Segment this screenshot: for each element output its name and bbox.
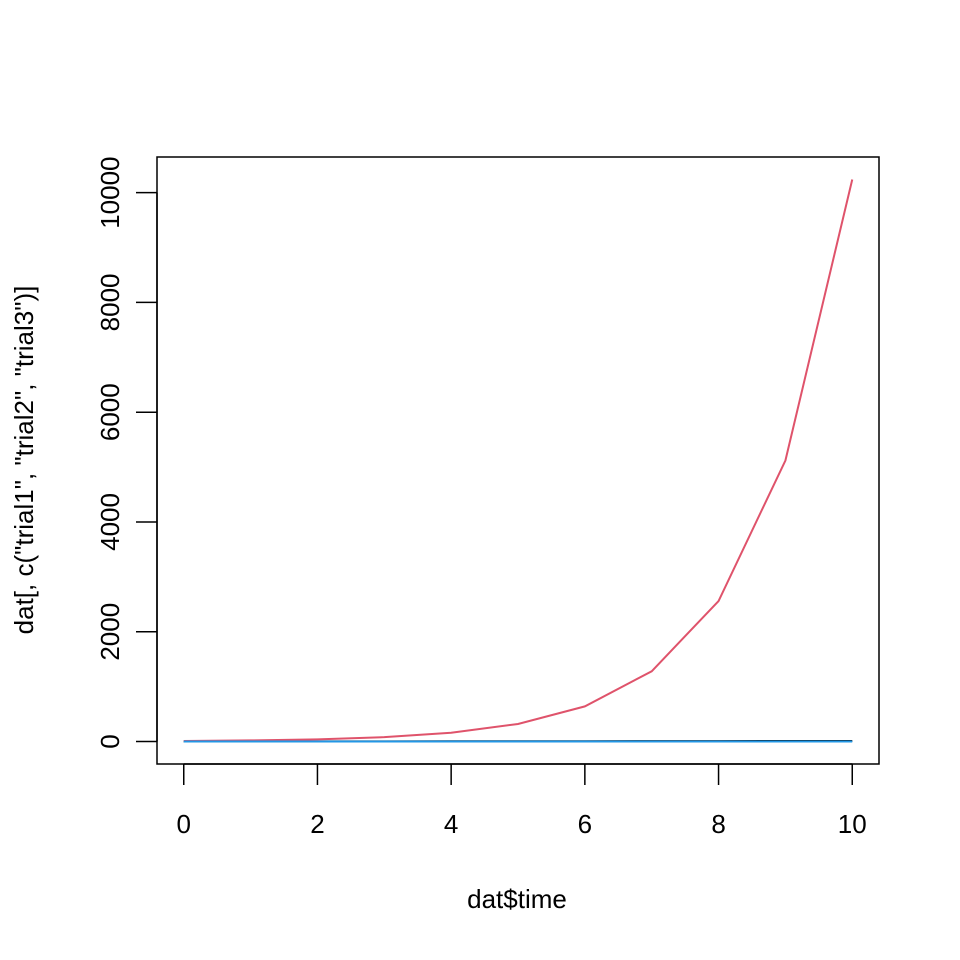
x-tick-label: 10 bbox=[838, 809, 867, 839]
y-tick-label: 2000 bbox=[95, 603, 125, 661]
y-tick-label: 4000 bbox=[95, 493, 125, 551]
y-axis-label: dat[, c("trial1", "trial2", "trial3")] bbox=[9, 286, 39, 635]
x-tick-label: 4 bbox=[444, 809, 458, 839]
plot-box bbox=[156, 156, 880, 765]
y-tick-label: 6000 bbox=[95, 383, 125, 441]
y-tick-label: 10000 bbox=[95, 156, 125, 228]
y-tick-label: 8000 bbox=[95, 274, 125, 332]
x-tick-label: 6 bbox=[578, 809, 592, 839]
series-line bbox=[183, 179, 854, 742]
x-axis-label: dat$time bbox=[467, 884, 567, 914]
x-tick-label: 8 bbox=[711, 809, 725, 839]
x-tick-label: 0 bbox=[177, 809, 191, 839]
x-tick-label: 2 bbox=[310, 809, 324, 839]
y-tick-label: 0 bbox=[95, 734, 125, 748]
